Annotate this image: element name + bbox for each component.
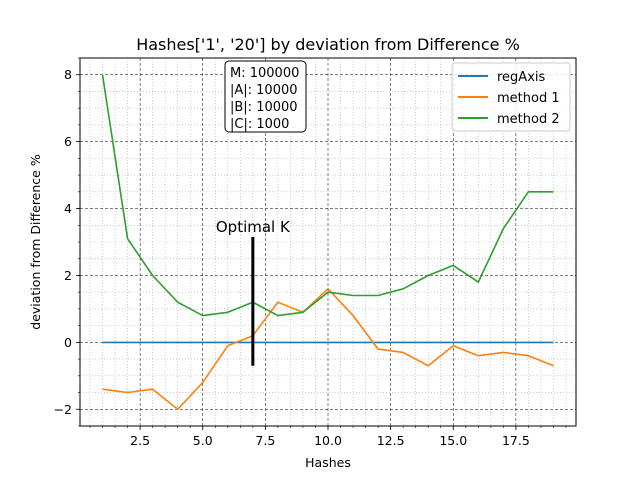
x-tick-label: 12.5: [377, 433, 405, 448]
info-box-line: |C|: 1000: [230, 117, 289, 132]
x-tick-label: 17.5: [502, 433, 530, 448]
x-tick-label: 2.5: [130, 433, 150, 448]
y-tick-label: 8: [64, 67, 72, 82]
info-box-frame: [224, 60, 307, 133]
x-tick-label: 7.5: [255, 433, 275, 448]
plot-area: Optimal K 2.5 5.0 7.5 10.0 12.5 15.0 17.5 −2 0 2 4 6…: [54, 57, 577, 448]
y-tick-label: 0: [64, 335, 72, 350]
y-tick-label: 6: [64, 134, 72, 149]
series-line-method-1: [102, 287, 554, 411]
legend-frame: [451, 62, 571, 132]
chart-title: Hashes['1', '20'] by deviation from Diff…: [136, 35, 520, 54]
legend: regAxis method 1 method 2: [451, 62, 571, 132]
legend-label: regAxis: [497, 70, 546, 85]
y-tick-label: 2: [64, 268, 72, 283]
info-box-line: M: 100000: [230, 66, 299, 81]
info-box-line: |A|: 10000: [230, 83, 298, 98]
legend-label: method 2: [497, 112, 560, 127]
info-box-line: |B|: 10000: [230, 100, 298, 115]
series-line-method-2: [101, 74, 554, 317]
legend-label: method 1: [497, 91, 560, 106]
optimal-k-label: Optimal K: [216, 218, 291, 236]
info-box: M: 100000 |A|: 10000 |B|: 10000 |C|: 1000: [224, 60, 307, 133]
x-tick-label: 5.0: [193, 433, 213, 448]
y-tick-label: −2: [54, 402, 72, 417]
x-tick-label: 15.0: [439, 433, 467, 448]
y-tick-label: 4: [64, 201, 72, 216]
x-tick-label: 10.0: [314, 433, 342, 448]
x-axis-label: Hashes: [305, 455, 351, 470]
y-axis-label: deviation from Difference %: [28, 154, 43, 330]
